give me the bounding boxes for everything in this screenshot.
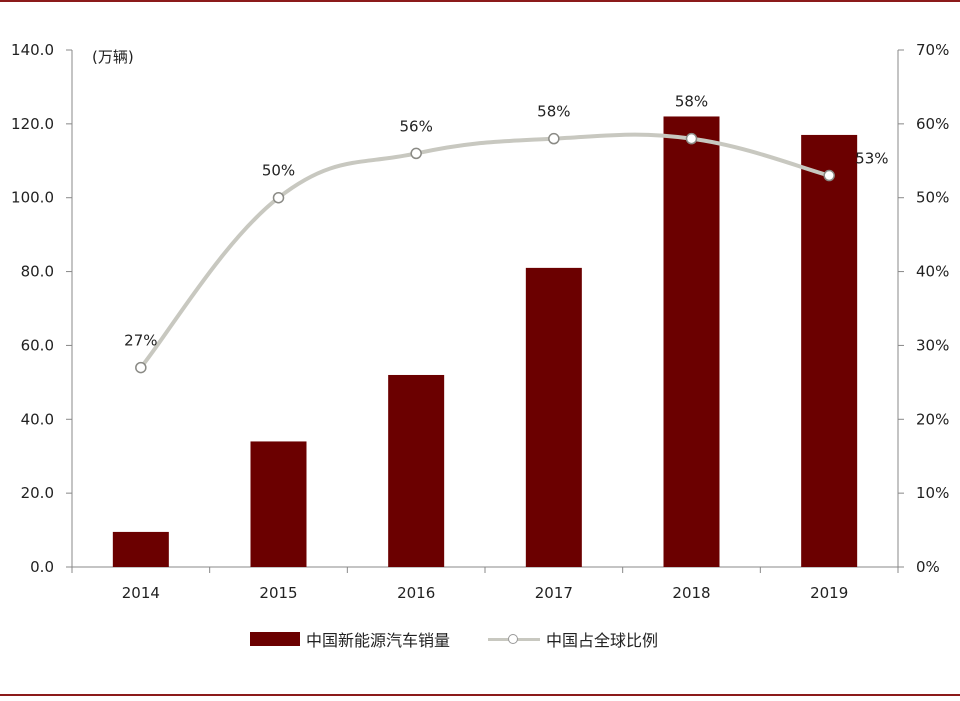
share-data-label: 58% bbox=[675, 93, 708, 111]
y-left-unit-label: (万辆) bbox=[92, 48, 134, 66]
x-tick-label: 2017 bbox=[535, 584, 573, 602]
share-data-label: 56% bbox=[399, 117, 432, 135]
y-right-tick-label: 40% bbox=[916, 263, 949, 281]
y-left-tick-label: 0.0 bbox=[30, 558, 54, 576]
x-tick-label: 2014 bbox=[122, 584, 160, 602]
share-point bbox=[135, 361, 147, 374]
share-line bbox=[138, 132, 832, 370]
bar bbox=[388, 374, 445, 567]
share-point bbox=[823, 169, 835, 182]
y-right-tick-label: 0% bbox=[916, 558, 940, 576]
y-right-tick-label: 10% bbox=[916, 484, 949, 502]
legend-item-sales: 中国新能源汽车销量 bbox=[250, 627, 450, 651]
x-tick-label: 2018 bbox=[672, 584, 710, 602]
y-left-tick-label: 80.0 bbox=[21, 263, 54, 281]
x-tick-label: 2015 bbox=[259, 584, 297, 602]
legend-label-sales: 中国新能源汽车销量 bbox=[306, 631, 451, 650]
bar bbox=[112, 531, 169, 567]
bar bbox=[663, 116, 720, 567]
y-left-tick-label: 40.0 bbox=[21, 410, 54, 428]
share-data-label: 27% bbox=[124, 332, 157, 350]
y-left-tick-label: 60.0 bbox=[21, 336, 54, 354]
x-tick-label: 2016 bbox=[397, 584, 435, 602]
share-point bbox=[410, 147, 422, 160]
share-data-label: 53% bbox=[855, 150, 888, 168]
legend-line-swatch bbox=[488, 632, 541, 646]
y-left-tick-label: 120.0 bbox=[11, 115, 54, 133]
legend: 中国新能源汽车销量 中国占全球比例 bbox=[250, 627, 658, 651]
share-point bbox=[548, 132, 560, 145]
legend-item-share: 中国占全球比例 bbox=[488, 627, 658, 651]
legend-bar-swatch bbox=[250, 632, 300, 646]
bar bbox=[801, 134, 858, 567]
top-frame-line bbox=[0, 0, 960, 2]
share-point bbox=[272, 191, 285, 204]
y-right-tick-label: 60% bbox=[916, 115, 949, 133]
legend-label-share: 中国占全球比例 bbox=[546, 631, 659, 650]
share-point bbox=[685, 132, 698, 145]
y-left-tick-label: 20.0 bbox=[21, 484, 54, 502]
y-left-tick-label: 100.0 bbox=[11, 189, 54, 207]
share-data-label: 50% bbox=[262, 162, 295, 180]
y-right-tick-label: 30% bbox=[916, 336, 949, 354]
share-data-label: 58% bbox=[537, 103, 570, 121]
y-right-tick-label: 50% bbox=[916, 189, 949, 207]
y-right-tick-label: 20% bbox=[916, 410, 949, 428]
bottom-frame-line bbox=[0, 694, 960, 696]
bar bbox=[525, 267, 582, 567]
y-left-tick-label: 140.0 bbox=[11, 41, 54, 59]
y-right-tick-label: 70% bbox=[916, 41, 949, 59]
bar bbox=[250, 441, 307, 567]
x-tick-label: 2019 bbox=[810, 584, 848, 602]
